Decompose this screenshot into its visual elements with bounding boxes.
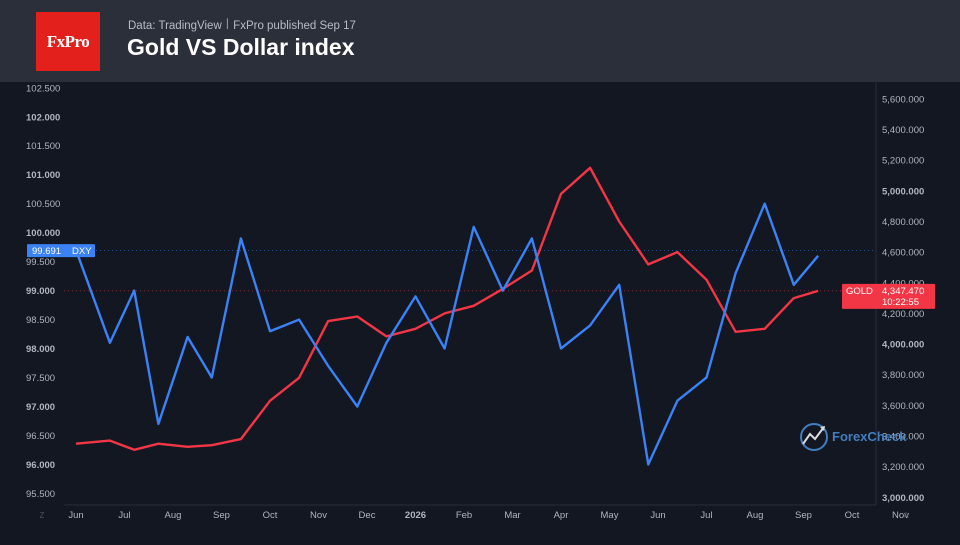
x-tick-label-0: Jun (68, 510, 83, 521)
y-right-tick-label-0: 3,000.000 (882, 493, 924, 504)
dxy-price-label: 99.691 DXY (27, 244, 95, 258)
x-tick-label-14: Aug (747, 510, 764, 521)
x-tick-label-4: Oct (263, 510, 278, 521)
gold-price-time: 10:22:55 (882, 297, 919, 308)
source-prefix: Data: TradingView (128, 20, 222, 32)
y-right-tick-label-2: 3,400.000 (882, 432, 924, 443)
chart-area[interactable]: 95.500 96.000 96.500 97.000 97.500 98.000 98.5… (0, 82, 960, 540)
y-left-tick-label-9: 100.000 (26, 228, 60, 239)
x-tick-label-13: Jul (700, 510, 712, 521)
y-left-tick-label-3: 97.000 (26, 402, 55, 413)
y-left-tick-label-11: 101.000 (26, 170, 60, 181)
y-right-tick-label-1: 3,200.000 (882, 462, 924, 473)
y-right-tick-label-4: 3,800.000 (882, 370, 924, 381)
x-tick-label-16: Oct (845, 510, 860, 521)
x-tick-label-10: Apr (554, 510, 569, 521)
y-right-tick-label-8: 4,600.000 (882, 248, 924, 259)
corner-label-left: Z (40, 511, 45, 520)
arrow-head-icon (820, 426, 825, 431)
x-tick-label-12: Jun (650, 510, 665, 521)
y-left-tick-label-10: 100.500 (26, 199, 60, 210)
gold-price-label: GOLD 4,347.470 10:22:55 (842, 283, 935, 309)
corner-label-right: A (903, 511, 909, 520)
globe-icon (800, 423, 828, 451)
y-right-tick-label-13: 5,600.000 (882, 94, 924, 105)
x-tick-label-1: Jul (118, 510, 130, 521)
y-left-tick-label-2: 96.500 (26, 431, 55, 442)
source-separator: ꟾ (225, 20, 230, 32)
y-right-tick-label-6: 4,200.000 (882, 309, 924, 320)
forexcheck-watermark: ForexCheck (800, 423, 907, 451)
x-tick-label-3: Sep (213, 510, 230, 521)
x-tick-label-7: 2026 (405, 510, 426, 521)
y-right-tick-label-10: 5,000.000 (882, 186, 924, 197)
fxpro-logo: FxPro (36, 12, 100, 71)
y-left-tick-label-6: 98.500 (26, 315, 55, 326)
y-right-tick-label-5: 4,000.000 (882, 340, 924, 351)
y-left-tick-label-5: 98.000 (26, 344, 55, 355)
y-right-tick-label-7: 4,400.000 (882, 278, 924, 289)
x-tick-label-8: Feb (456, 510, 472, 521)
dxy-price-name: DXY (72, 246, 92, 257)
y-left-tick-label-0: 95.500 (26, 489, 55, 500)
left-axis-labels: 95.500 96.000 96.500 97.000 97.500 98.000 98.5… (26, 83, 60, 500)
right-axis-labels: 3,000.000 3,200.000 3,400.000 3,600.000 3,80… (882, 94, 924, 503)
y-left-tick-label-14: 102.500 (26, 83, 60, 94)
x-tick-label-2: Aug (165, 510, 182, 521)
watermark-text: ForexCheck (832, 429, 907, 444)
dxy-price-value: 99.691 (32, 246, 61, 257)
gold-price-value: 4,347.470 (882, 286, 924, 297)
x-tick-label-11: May (601, 510, 619, 521)
y-right-tick-label-11: 5,200.000 (882, 156, 924, 167)
y-left-tick-label-8: 99.500 (26, 257, 55, 268)
source-line: Data: TradingView ꟾ FxPro published Sep 17 (128, 18, 356, 32)
x-tick-label-5: Nov (310, 510, 327, 521)
header-bar: FxPro Data: TradingView ꟾ FxPro published … (0, 0, 960, 82)
y-left-tick-label-7: 99.000 (26, 286, 55, 297)
y-left-tick-label-12: 101.500 (26, 141, 60, 152)
gold-series-line (75, 166, 819, 451)
y-right-tick-label-3: 3,600.000 (882, 401, 924, 412)
source-published: FxPro published Sep 17 (233, 20, 356, 32)
x-tick-label-17: Nov (892, 510, 909, 521)
chart-svg[interactable]: 95.500 96.000 96.500 97.000 97.500 98.000 98.5… (0, 82, 960, 540)
y-right-tick-label-12: 5,400.000 (882, 125, 924, 136)
gold-price-name: GOLD (846, 286, 873, 297)
x-tick-label-9: Mar (504, 510, 520, 521)
y-left-tick-label-13: 102.000 (26, 112, 60, 123)
x-tick-label-15: Sep (795, 510, 812, 521)
page-title: Gold VS Dollar index (127, 34, 355, 60)
x-tick-label-6: Dec (359, 510, 376, 521)
trend-arrow-icon (802, 426, 825, 445)
y-right-tick-label-9: 4,800.000 (882, 217, 924, 228)
dxy-series-line (74, 202, 820, 466)
x-axis-labels: Jun Jul Aug Sep Oct Nov Dec 2026 Feb Mar Apr May Jun… (68, 510, 909, 521)
y-left-tick-label-4: 97.500 (26, 373, 55, 384)
y-left-tick-label-1: 96.000 (26, 460, 55, 471)
